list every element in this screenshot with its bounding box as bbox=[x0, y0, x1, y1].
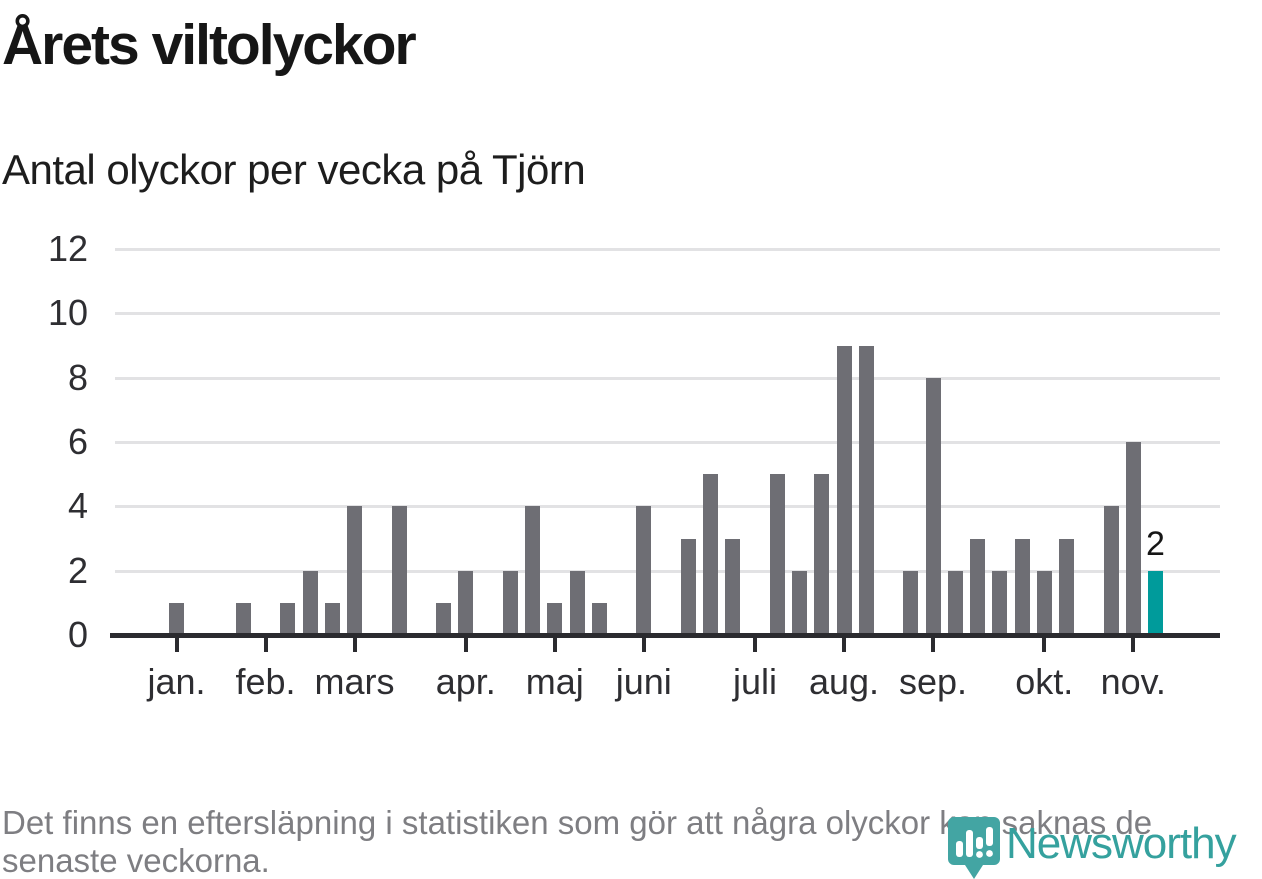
gridline-y-10 bbox=[115, 312, 1220, 316]
y-axis-label-8: 8 bbox=[67, 356, 88, 398]
bar-week-41 bbox=[1059, 538, 1074, 635]
x-axis-label-sep: sep. bbox=[898, 661, 968, 702]
x-axis-tick-sep bbox=[931, 638, 935, 652]
bar-week-36 bbox=[947, 570, 963, 635]
x-axis-tick-okt bbox=[1042, 638, 1047, 652]
x-axis-tick-aug bbox=[842, 638, 846, 652]
y-axis-label-6: 6 bbox=[67, 421, 88, 462]
bar-week-13 bbox=[436, 602, 451, 635]
x-axis-tick-juni bbox=[641, 638, 646, 652]
x-axis-label-maj: maj bbox=[525, 661, 584, 702]
bar-week-22 bbox=[636, 506, 652, 635]
x-axis-label-jan: jan. bbox=[147, 661, 206, 702]
bar-week-26 bbox=[725, 538, 741, 635]
bar-week-24 bbox=[680, 538, 696, 635]
gridline-y-8 bbox=[115, 376, 1220, 380]
x-axis-label-mars: mars bbox=[314, 661, 395, 702]
x-axis-label-juli: juli bbox=[732, 661, 777, 702]
y-axis-label-4: 4 bbox=[67, 485, 88, 527]
bar-week-8 bbox=[324, 602, 340, 635]
highlight-value-label: 2 bbox=[1146, 524, 1165, 563]
bar-week-7 bbox=[302, 570, 318, 635]
bar-week-30 bbox=[814, 474, 830, 635]
bar-week-17 bbox=[525, 506, 540, 635]
bar-week-38 bbox=[992, 570, 1008, 635]
x-axis-tick-jan bbox=[174, 638, 179, 652]
bar-week-25 bbox=[703, 474, 718, 635]
x-axis-line bbox=[110, 633, 1220, 638]
y-axis-label-10: 10 bbox=[47, 292, 88, 334]
bar-week-28 bbox=[769, 474, 785, 635]
bar-week-45-highlight bbox=[1148, 570, 1163, 635]
x-axis-tick-juli bbox=[753, 638, 757, 652]
bar-week-31 bbox=[836, 345, 852, 635]
bar-week-19 bbox=[569, 570, 585, 635]
x-axis-tick-maj bbox=[552, 638, 557, 652]
x-axis-tick-mars bbox=[352, 638, 357, 652]
bar-week-37 bbox=[970, 538, 985, 635]
bar-week-18 bbox=[547, 602, 563, 635]
gridline-y-2 bbox=[115, 569, 1220, 573]
x-axis-label-feb: feb. bbox=[235, 661, 296, 702]
chart-title: Årets viltolyckor bbox=[2, 13, 417, 77]
newsworthy-logo: Newsworthy bbox=[948, 815, 1258, 879]
y-axis-label-12: 12 bbox=[47, 228, 88, 269]
bar-week-35 bbox=[925, 377, 941, 635]
newsworthy-wordmark: Newsworthy bbox=[1006, 819, 1237, 868]
bar-week-39 bbox=[1014, 538, 1030, 635]
x-axis-tick-apr bbox=[463, 638, 468, 652]
bar-week-32 bbox=[858, 345, 874, 635]
x-axis-label-okt: okt. bbox=[1015, 661, 1074, 702]
bar-week-1 bbox=[169, 602, 184, 635]
x-axis-tick-nov bbox=[1131, 638, 1136, 652]
gridline-y-12 bbox=[115, 248, 1220, 251]
x-axis-label-apr: apr. bbox=[435, 661, 496, 702]
bar-week-14 bbox=[458, 570, 474, 635]
bar-week-11 bbox=[391, 506, 407, 635]
x-axis-tick-feb bbox=[263, 638, 268, 652]
bar-week-6 bbox=[280, 602, 296, 635]
x-axis-label-juni: juni bbox=[615, 661, 672, 702]
bar-week-29 bbox=[792, 570, 807, 635]
bar-week-4 bbox=[235, 602, 251, 635]
bar-week-43 bbox=[1103, 506, 1119, 635]
bar-week-9 bbox=[347, 506, 362, 635]
bar-week-34 bbox=[903, 570, 919, 635]
chart-subtitle: Antal olyckor per vecka på Tjörn bbox=[2, 146, 586, 193]
y-axis-label-2: 2 bbox=[67, 549, 88, 591]
gridline-y-4 bbox=[115, 505, 1220, 509]
newsworthy-pin-icon bbox=[948, 817, 1000, 879]
bar-week-44 bbox=[1125, 442, 1141, 635]
y-axis-label-0: 0 bbox=[67, 614, 88, 655]
bar-week-40 bbox=[1036, 570, 1052, 635]
bar-week-16 bbox=[502, 570, 518, 635]
bar-week-20 bbox=[591, 602, 607, 635]
footnote-line2: senaste veckorna. bbox=[2, 842, 270, 879]
x-axis-label-nov: nov. bbox=[1100, 661, 1166, 702]
gridline-y-6 bbox=[115, 441, 1220, 444]
x-axis-label-aug: aug. bbox=[808, 661, 880, 702]
